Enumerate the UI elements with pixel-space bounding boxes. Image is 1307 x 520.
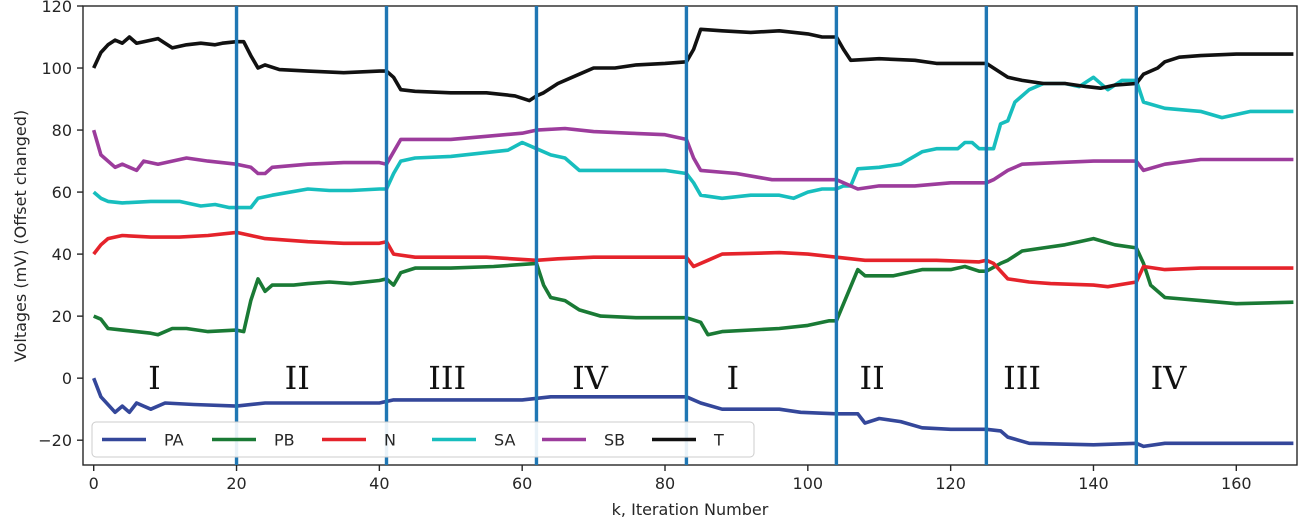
x-tick-label: 20 — [226, 474, 246, 493]
y-axis-title: Voltages (mV) (Offset changed) — [11, 110, 30, 362]
x-tick-label: 140 — [1078, 474, 1109, 493]
series-line-pa — [92, 377, 1294, 449]
series-line-pb — [92, 236, 1294, 337]
y-tick-label: −20 — [38, 431, 72, 450]
series-line-n — [92, 230, 1294, 289]
legend-label-pb: PB — [274, 431, 295, 450]
y-axis: −20 0 20 40 60 80 100 120 — [38, 0, 83, 450]
region-label: II — [285, 359, 310, 397]
x-axis-title: k, Iteration Number — [612, 500, 769, 519]
y-tick-label: 20 — [52, 307, 72, 326]
region-label: I — [727, 359, 740, 397]
x-tick-label: 100 — [793, 474, 824, 493]
plot-area: I II III IV I II III IV — [82, 5, 1298, 466]
x-axis: 0 20 40 60 80 100 120 140 160 — [89, 465, 1252, 493]
region-label: III — [1003, 359, 1041, 397]
region-label: IV — [1151, 359, 1188, 397]
phase-boundaries — [234, 6, 1139, 465]
legend-label-sb: SB — [604, 431, 625, 450]
region-label: IV — [572, 359, 609, 397]
y-tick-label: 100 — [41, 59, 72, 78]
y-tick-label: 0 — [62, 369, 72, 388]
region-label: II — [859, 359, 884, 397]
legend: PA PB N SA SB T — [91, 421, 755, 458]
region-label: I — [148, 359, 161, 397]
series-line-sa — [92, 75, 1294, 210]
plot-frame — [82, 5, 1298, 466]
region-label: III — [428, 359, 466, 397]
series-line-sb — [91, 126, 1294, 191]
series-lines — [91, 27, 1294, 449]
series-line-t — [92, 27, 1294, 103]
y-tick-label: 120 — [41, 0, 72, 16]
region-labels: I II III IV I II III IV — [148, 359, 1187, 397]
x-tick-label: 120 — [935, 474, 966, 493]
y-tick-label: 60 — [52, 183, 72, 202]
legend-label-sa: SA — [494, 431, 515, 450]
legend-label-pa: PA — [164, 431, 184, 450]
y-tick-label: 40 — [52, 245, 72, 264]
x-tick-label: 60 — [512, 474, 532, 493]
y-tick-label: 80 — [52, 121, 72, 140]
x-tick-label: 160 — [1221, 474, 1252, 493]
x-tick-label: 80 — [655, 474, 675, 493]
legend-label-t: T — [713, 431, 724, 450]
legend-label-n: N — [384, 431, 396, 450]
x-tick-label: 0 — [89, 474, 99, 493]
legend-box — [91, 421, 755, 458]
x-tick-label: 40 — [369, 474, 389, 493]
